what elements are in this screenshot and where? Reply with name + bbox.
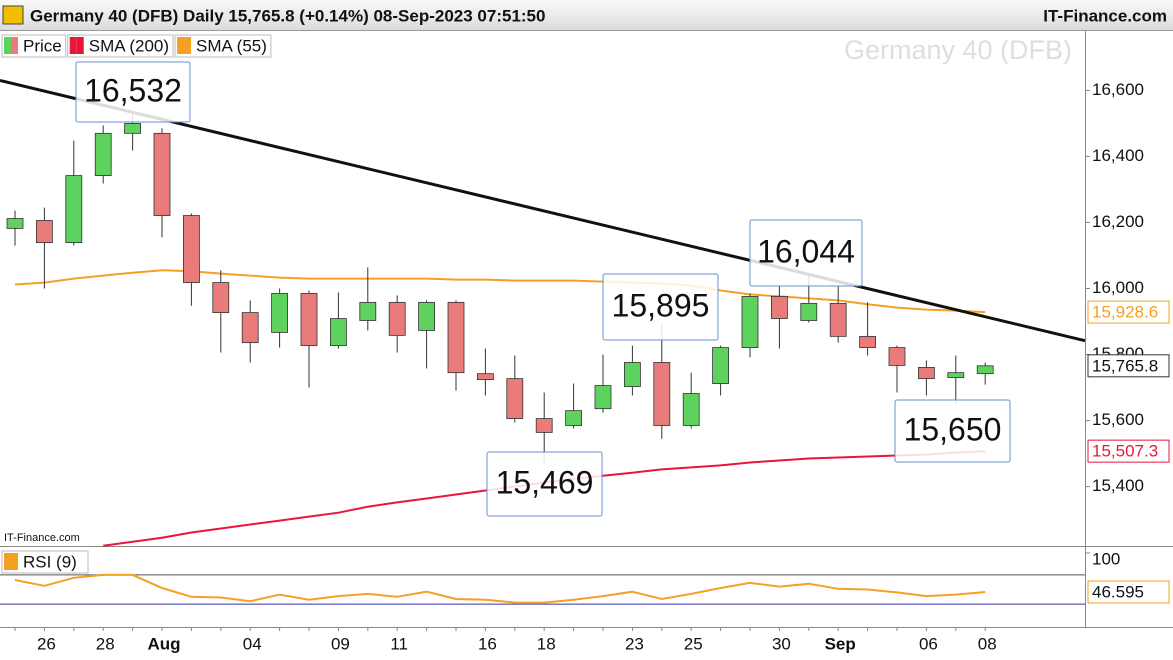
sma-line bbox=[14, 269, 986, 314]
y-tick-label: 16,000 bbox=[1092, 278, 1144, 297]
candle-body bbox=[829, 302, 847, 337]
candle-body bbox=[682, 393, 700, 426]
candle-body bbox=[712, 347, 729, 384]
annotation-label: 16,532 bbox=[84, 72, 182, 108]
candle-body bbox=[506, 378, 524, 419]
candle-body bbox=[212, 282, 230, 313]
x-tick-label: 18 bbox=[537, 634, 556, 653]
candle-body bbox=[565, 410, 582, 426]
last-value-label: 15,928.6 bbox=[1092, 303, 1158, 322]
candle-body bbox=[888, 347, 906, 366]
legend-label: SMA (200) bbox=[89, 36, 169, 55]
candle-body bbox=[800, 302, 818, 321]
last-value-label: 46.595 bbox=[1092, 582, 1144, 601]
candle-body bbox=[976, 365, 994, 375]
legend-swatch bbox=[76, 37, 84, 54]
trendline bbox=[0, 79, 1086, 343]
candle-body bbox=[594, 385, 612, 410]
annotation-box bbox=[749, 219, 863, 287]
x-tick-label: Aug bbox=[147, 634, 180, 653]
y-tick-label: 15,600 bbox=[1092, 410, 1144, 429]
x-tick-label: 26 bbox=[37, 634, 56, 653]
candle-body bbox=[359, 301, 377, 321]
candle-body bbox=[741, 296, 759, 348]
annotation-label: 16,044 bbox=[757, 233, 855, 269]
candle-body bbox=[918, 367, 935, 380]
credit: IT-Finance.com bbox=[4, 532, 80, 544]
legend-swatch bbox=[11, 37, 18, 54]
y-tick-label: 16,400 bbox=[1092, 146, 1144, 165]
candle-body bbox=[653, 362, 671, 426]
annotation-box bbox=[602, 273, 719, 341]
y-tick-label: 100 bbox=[1092, 549, 1120, 568]
legend-frame bbox=[174, 34, 272, 58]
header-bar bbox=[0, 0, 1173, 30]
legend-frame bbox=[1, 34, 67, 58]
header-title: Germany 40 (DFB) Daily 15,765.8 (+0.14%)… bbox=[30, 6, 545, 25]
legend-swatch bbox=[177, 37, 185, 54]
y-tick-label: 15,400 bbox=[1092, 476, 1144, 495]
annotation-box bbox=[486, 451, 603, 517]
candle-body bbox=[535, 418, 553, 433]
last-value-label: 15,765.8 bbox=[1092, 356, 1158, 375]
watermark: Germany 40 (DFB) bbox=[844, 35, 1072, 65]
candle-body bbox=[418, 301, 436, 331]
last-value-box bbox=[1087, 354, 1170, 378]
candle-body bbox=[947, 372, 965, 379]
legend-label: SMA (55) bbox=[196, 36, 267, 55]
legend-label: Price bbox=[23, 36, 62, 55]
x-tick-label: 08 bbox=[978, 634, 997, 653]
annotation-label: 15,895 bbox=[612, 287, 710, 323]
x-tick-label: 30 bbox=[772, 634, 791, 653]
candle-body bbox=[476, 373, 494, 381]
x-tick-label: 11 bbox=[390, 634, 408, 653]
candle-body bbox=[447, 301, 465, 374]
candle-body bbox=[6, 218, 24, 229]
last-value-box bbox=[1087, 300, 1170, 324]
x-tick-label: 06 bbox=[919, 634, 938, 653]
legend-label: RSI (9) bbox=[23, 552, 77, 571]
y-tick-label: 16,200 bbox=[1092, 212, 1144, 231]
x-tick-label: 09 bbox=[331, 634, 350, 653]
legend-swatch bbox=[184, 37, 192, 54]
candle-body bbox=[94, 132, 112, 176]
legend-swatch bbox=[4, 37, 11, 54]
x-tick-label: 16 bbox=[478, 634, 497, 653]
candle-body bbox=[65, 175, 83, 244]
last-value-box bbox=[1087, 580, 1170, 604]
header-source: IT-Finance.com bbox=[1043, 6, 1167, 25]
x-tick-label: 25 bbox=[684, 634, 703, 653]
x-tick-label: 04 bbox=[243, 634, 262, 653]
annotation-box bbox=[894, 399, 1011, 463]
candle-body bbox=[771, 296, 788, 319]
candle-body bbox=[624, 362, 641, 387]
rsi-line bbox=[14, 573, 986, 604]
candle-body bbox=[859, 335, 876, 348]
last-value-box bbox=[1087, 439, 1170, 463]
y-tick-label: 16,600 bbox=[1092, 80, 1144, 99]
candle-body bbox=[388, 301, 406, 336]
candle-body bbox=[182, 215, 200, 283]
annotation-label: 15,469 bbox=[496, 464, 594, 500]
x-tick-label: 23 bbox=[625, 634, 644, 653]
legend-swatch bbox=[4, 553, 18, 570]
candle-body bbox=[329, 318, 347, 347]
candle-body bbox=[36, 220, 53, 244]
x-tick-label: 28 bbox=[96, 634, 115, 653]
legend-frame bbox=[1, 550, 89, 574]
logo bbox=[2, 5, 24, 25]
legend-frame bbox=[67, 34, 174, 58]
candle-body bbox=[241, 312, 259, 344]
annotation-box bbox=[75, 61, 191, 123]
candle-body bbox=[124, 123, 141, 134]
x-tick-label: Sep bbox=[825, 634, 856, 653]
last-value-label: 15,507.3 bbox=[1092, 442, 1158, 461]
candle-body bbox=[300, 293, 318, 347]
annotation-label: 15,650 bbox=[904, 411, 1002, 447]
candle-body bbox=[271, 293, 289, 333]
candle-body bbox=[153, 132, 171, 216]
legend-swatch bbox=[69, 37, 77, 54]
